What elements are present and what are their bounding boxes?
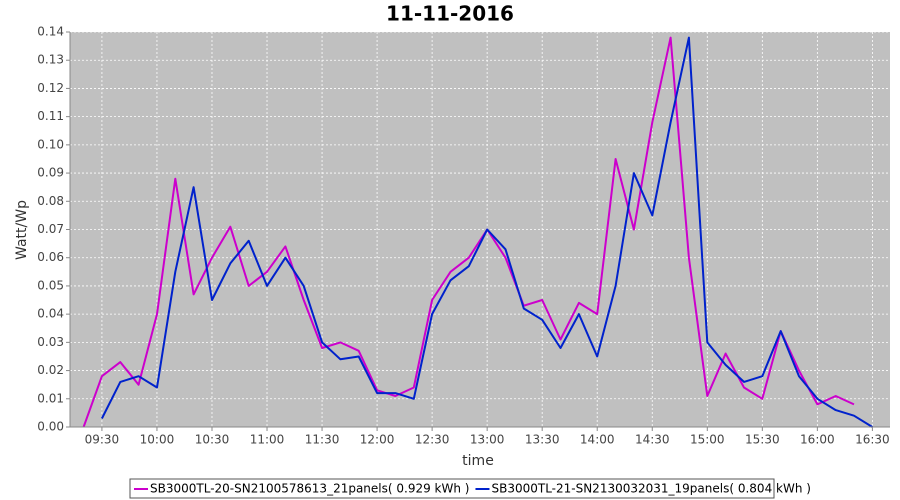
y-tick-label: 0.01 <box>37 391 64 405</box>
chart-title: 11-11-2016 <box>386 2 514 26</box>
y-tick-label: 0.11 <box>37 109 64 123</box>
x-tick-label: 15:00 <box>690 433 725 447</box>
x-tick-label: 11:00 <box>250 433 285 447</box>
series-line <box>101 36 873 428</box>
y-tick-label: 0.02 <box>37 363 64 377</box>
x-tick-label: 12:30 <box>415 433 450 447</box>
y-tick-label: 0.06 <box>37 250 64 264</box>
x-tick-label: 15:30 <box>745 433 780 447</box>
y-axis-label: Watt/Wp <box>14 200 30 260</box>
series-line <box>82 36 855 428</box>
y-tick-label: 0.10 <box>37 137 64 151</box>
y-tick-label: 0.07 <box>37 222 64 236</box>
y-tick-label: 0.08 <box>37 194 64 208</box>
x-axis-label: time <box>462 453 494 469</box>
legend-box <box>129 478 775 499</box>
y-tick-label: 0.03 <box>37 335 64 349</box>
y-tick-label: 0.04 <box>37 307 64 321</box>
x-tick-label: 10:30 <box>195 433 230 447</box>
legend-label: SB3000TL-21-SN2130032031_19panels( 0.804… <box>491 482 810 496</box>
y-tick-label: 0.12 <box>37 81 64 95</box>
x-tick-label: 13:00 <box>470 433 505 447</box>
y-tick-label: 0.05 <box>37 278 64 292</box>
x-tick-label: 12:00 <box>360 433 395 447</box>
x-tick-label: 10:00 <box>140 433 175 447</box>
x-tick-label: 14:30 <box>635 433 670 447</box>
y-tick-label: 0.13 <box>37 53 64 67</box>
x-tick-label: 13:30 <box>525 433 560 447</box>
y-tick-label: 0.00 <box>37 420 64 434</box>
x-tick-label: 14:00 <box>580 433 615 447</box>
x-tick-label: 16:30 <box>855 433 890 447</box>
y-tick-label: 0.14 <box>37 25 64 39</box>
x-tick-label: 11:30 <box>305 433 340 447</box>
x-tick-label: 16:00 <box>800 433 835 447</box>
x-tick-label: 09:30 <box>85 433 120 447</box>
y-tick-label: 0.09 <box>37 166 64 180</box>
legend-label: SB3000TL-20-SN2100578613_21panels( 0.929… <box>150 482 469 496</box>
